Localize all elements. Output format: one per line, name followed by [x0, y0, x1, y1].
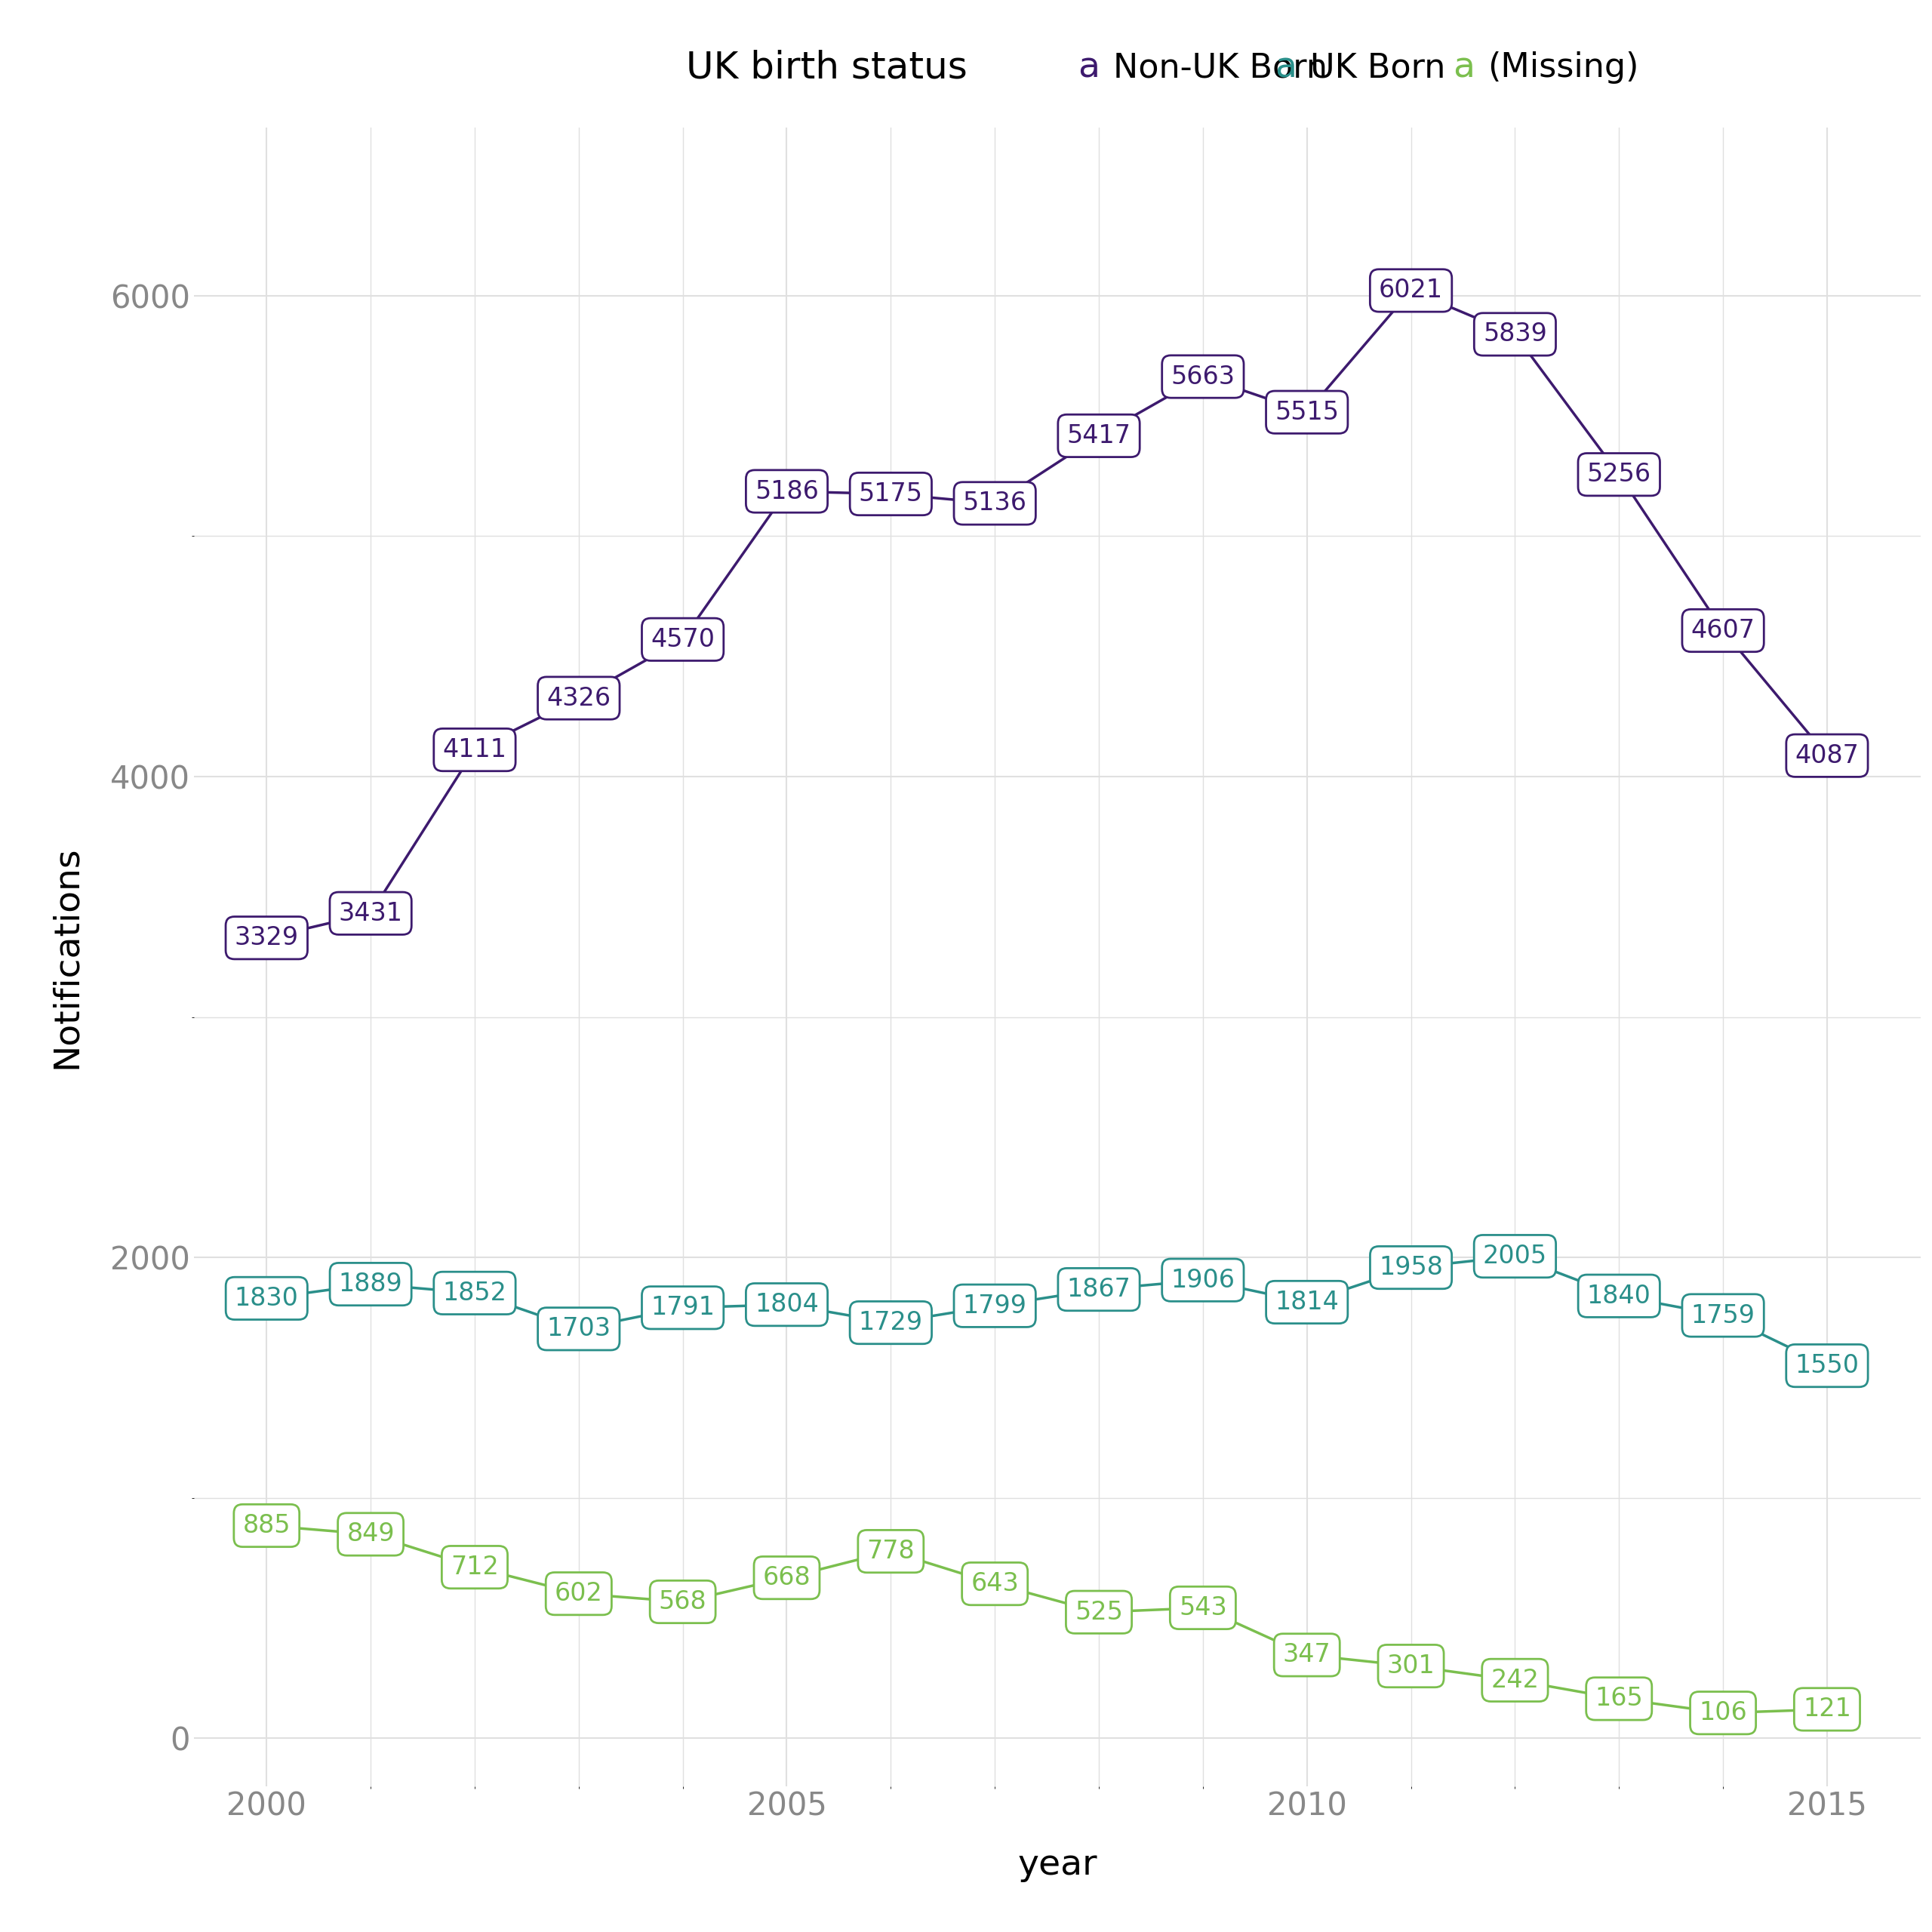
Text: 6021: 6021 — [1379, 278, 1443, 303]
Text: 668: 668 — [763, 1565, 811, 1590]
Text: 4326: 4326 — [547, 686, 611, 711]
Text: 778: 778 — [867, 1540, 914, 1563]
Text: 5175: 5175 — [858, 481, 923, 506]
Text: 5515: 5515 — [1275, 400, 1339, 425]
Text: 242: 242 — [1492, 1667, 1540, 1692]
Text: 4570: 4570 — [651, 628, 715, 651]
Text: 568: 568 — [659, 1590, 707, 1615]
Text: 1791: 1791 — [651, 1294, 715, 1320]
Text: 121: 121 — [1803, 1696, 1851, 1721]
Text: 5136: 5136 — [962, 491, 1028, 516]
Text: UK birth status: UK birth status — [686, 50, 968, 85]
Text: 643: 643 — [970, 1571, 1018, 1596]
Text: 3329: 3329 — [234, 925, 299, 951]
Text: 1550: 1550 — [1795, 1352, 1859, 1378]
Text: 525: 525 — [1074, 1600, 1122, 1625]
Text: 1703: 1703 — [547, 1316, 611, 1341]
Text: 849: 849 — [346, 1522, 394, 1548]
Text: 1729: 1729 — [858, 1310, 923, 1335]
Text: a: a — [1275, 50, 1296, 85]
Text: 885: 885 — [243, 1513, 290, 1538]
Text: Non-UK Born: Non-UK Born — [1113, 52, 1327, 83]
Text: 4111: 4111 — [442, 738, 506, 763]
Text: 5663: 5663 — [1171, 363, 1235, 388]
Text: a: a — [1078, 50, 1099, 85]
Text: 1906: 1906 — [1171, 1267, 1235, 1293]
Text: 1759: 1759 — [1690, 1302, 1754, 1327]
Text: 5256: 5256 — [1586, 462, 1652, 487]
Text: 5186: 5186 — [755, 479, 819, 504]
Text: 1814: 1814 — [1275, 1291, 1339, 1314]
Text: 2005: 2005 — [1484, 1244, 1548, 1269]
Text: a: a — [1453, 50, 1474, 85]
Text: 4607: 4607 — [1690, 618, 1754, 643]
Text: 602: 602 — [554, 1580, 603, 1605]
Text: 1852: 1852 — [442, 1281, 506, 1306]
Text: 1889: 1889 — [338, 1271, 402, 1296]
Text: (Missing): (Missing) — [1488, 52, 1638, 83]
Text: 1804: 1804 — [755, 1293, 819, 1318]
Text: 5839: 5839 — [1484, 323, 1548, 346]
Text: 712: 712 — [450, 1555, 498, 1580]
Text: 1830: 1830 — [234, 1287, 299, 1310]
Text: 4087: 4087 — [1795, 744, 1859, 769]
Text: 347: 347 — [1283, 1642, 1331, 1667]
Text: 3431: 3431 — [338, 900, 402, 925]
Text: 5417: 5417 — [1066, 423, 1130, 448]
Text: 1958: 1958 — [1379, 1256, 1443, 1281]
Text: 301: 301 — [1387, 1654, 1435, 1679]
Text: 1867: 1867 — [1066, 1277, 1130, 1302]
Text: 1799: 1799 — [962, 1293, 1028, 1318]
Text: 106: 106 — [1698, 1700, 1747, 1725]
Y-axis label: Notifications: Notifications — [50, 846, 83, 1068]
Text: 165: 165 — [1596, 1687, 1642, 1712]
Text: 1840: 1840 — [1586, 1283, 1652, 1308]
Text: 543: 543 — [1179, 1596, 1227, 1621]
X-axis label: year: year — [1018, 1849, 1097, 1882]
Text: UK Born: UK Born — [1310, 52, 1445, 83]
